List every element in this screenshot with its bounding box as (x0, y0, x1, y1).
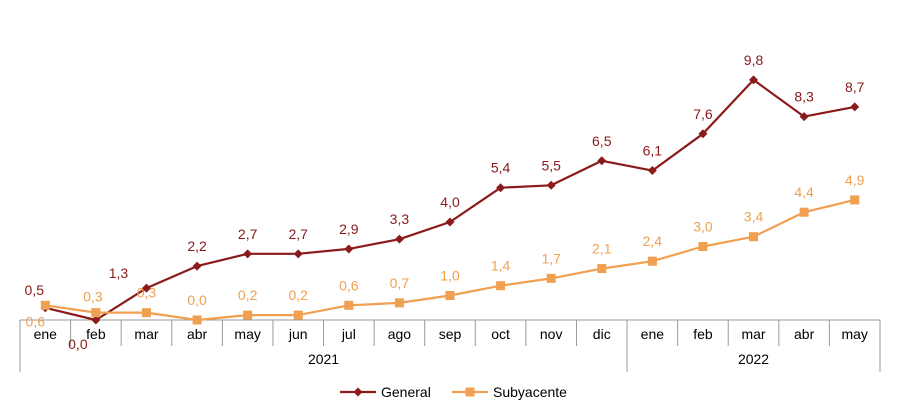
data-point (749, 75, 759, 85)
data-point (91, 315, 101, 325)
data-label: 1,3 (109, 265, 129, 281)
series-layer (40, 75, 860, 325)
legend-marker (353, 387, 363, 397)
data-label: 6,1 (643, 143, 663, 159)
data-point (344, 300, 354, 310)
data-label: 2,7 (238, 226, 258, 242)
data-point (243, 310, 253, 320)
data-label: 1,7 (541, 250, 561, 266)
data-point (647, 256, 657, 266)
data-labels: 0,5 0,0 1,3 2,2 2,7 2,7 2,9 3,3 4,0 5,4 5,5 6,5 6,1 7… (25, 52, 865, 352)
data-point (91, 308, 101, 318)
data-point (192, 261, 202, 271)
data-label: 0,5 (25, 282, 45, 298)
data-label: 7,6 (693, 106, 713, 122)
category-label: abr (187, 326, 208, 342)
data-point (394, 298, 404, 308)
category-axis: ene feb mar abr may jun jul ago sep oct nov dic ene f… (19, 319, 881, 372)
category-label: ene (34, 326, 58, 342)
category-label: dic (593, 326, 611, 342)
data-label: 0,3 (137, 285, 157, 301)
data-point (597, 156, 607, 166)
legend-marker (465, 387, 475, 397)
data-label: 2,2 (187, 238, 207, 254)
data-label: 4,0 (440, 194, 460, 210)
data-label: 5,5 (541, 157, 561, 173)
data-label: 2,4 (643, 233, 663, 249)
data-point (749, 232, 759, 242)
data-point (597, 264, 607, 274)
category-label: may (841, 326, 867, 342)
data-label: 1,0 (440, 268, 460, 284)
category-label: may (234, 326, 260, 342)
data-point (445, 291, 455, 300)
data-point (141, 308, 151, 318)
category-label: ene (641, 326, 665, 342)
data-point (293, 249, 303, 259)
data-label: 0,6 (26, 313, 46, 329)
data-label: 3,4 (744, 209, 764, 225)
category-label: sep (439, 326, 462, 342)
data-label: 0,3 (83, 289, 103, 305)
data-label: 0,0 (68, 336, 88, 352)
data-point (394, 234, 404, 244)
category-label: abr (794, 326, 815, 342)
category-label: oct (491, 326, 510, 342)
category-label: jul (341, 326, 356, 342)
data-label: 0,6 (339, 277, 359, 293)
year-group-label: 2022 (738, 351, 769, 367)
data-point (40, 300, 50, 310)
data-point (496, 183, 506, 193)
data-point (546, 273, 556, 283)
data-point (799, 207, 809, 217)
data-point (496, 281, 506, 291)
category-label: mar (134, 326, 158, 342)
data-point (698, 242, 708, 251)
data-point (850, 102, 860, 112)
data-label: 2,1 (592, 241, 612, 257)
data-label: 1,4 (491, 258, 511, 274)
data-point (293, 310, 303, 320)
data-point (141, 283, 151, 293)
data-label: 6,5 (592, 133, 612, 149)
data-label: 2,9 (339, 221, 359, 237)
year-group-label: 2021 (308, 351, 339, 367)
data-label: 0,7 (390, 275, 410, 291)
data-point (799, 112, 809, 122)
data-label: 2,7 (289, 226, 309, 242)
category-label: jun (288, 326, 308, 342)
data-label: 0,2 (289, 287, 309, 303)
data-point (698, 129, 708, 139)
data-point (243, 249, 253, 259)
data-label: 4,9 (845, 172, 865, 188)
category-label: mar (741, 326, 765, 342)
data-point (344, 244, 354, 254)
data-label: 5,4 (491, 160, 511, 176)
data-label: 8,3 (794, 89, 814, 105)
data-point (445, 217, 455, 227)
data-label: 3,0 (693, 219, 713, 235)
data-label: 4,4 (794, 184, 814, 200)
data-point (546, 180, 556, 190)
legend-label: General (381, 384, 431, 400)
legend: General Subyacente (340, 384, 567, 400)
data-label: 8,7 (845, 79, 865, 95)
data-point (647, 166, 657, 176)
data-point (850, 195, 860, 205)
category-label: feb (86, 326, 106, 342)
category-label: ago (388, 326, 412, 342)
data-label: 3,3 (390, 211, 410, 227)
data-label: 0,2 (238, 287, 258, 303)
legend-label: Subyacente (493, 384, 567, 400)
data-label: 0,0 (187, 292, 207, 308)
data-label: 9,8 (744, 52, 764, 68)
data-point (192, 315, 202, 325)
category-label: nov (540, 326, 563, 342)
category-label: feb (693, 326, 713, 342)
